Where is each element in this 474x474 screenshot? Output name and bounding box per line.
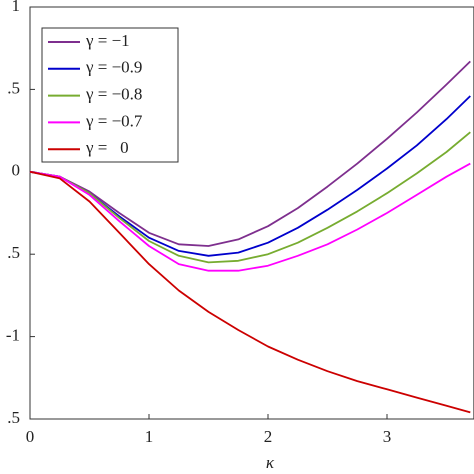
y-tick-label: .5 — [7, 243, 20, 262]
series-line — [29, 60, 471, 247]
y-tick-label: -1 — [6, 326, 20, 345]
legend-label: γ = 0 — [85, 138, 129, 157]
series-line — [29, 162, 471, 272]
x-axis-label: κ — [266, 453, 275, 472]
legend-label: γ = −1 — [85, 31, 130, 50]
legend-label: γ = −0.9 — [85, 58, 142, 77]
x-tick-label: 1 — [145, 427, 154, 446]
series-line — [29, 170, 471, 414]
legend-label: γ = −0.7 — [85, 111, 143, 130]
y-tick-label: 0 — [12, 161, 21, 180]
x-tick-label: 0 — [26, 427, 35, 446]
x-tick-label: 3 — [383, 427, 392, 446]
x-tick-label: 2 — [264, 427, 273, 446]
y-tick-label: .5 — [7, 78, 20, 97]
y-tick-label: 1 — [12, 0, 21, 15]
series-line — [29, 131, 471, 264]
legend-label: γ = −0.8 — [85, 85, 142, 104]
y-tick-label: .5 — [7, 408, 20, 427]
